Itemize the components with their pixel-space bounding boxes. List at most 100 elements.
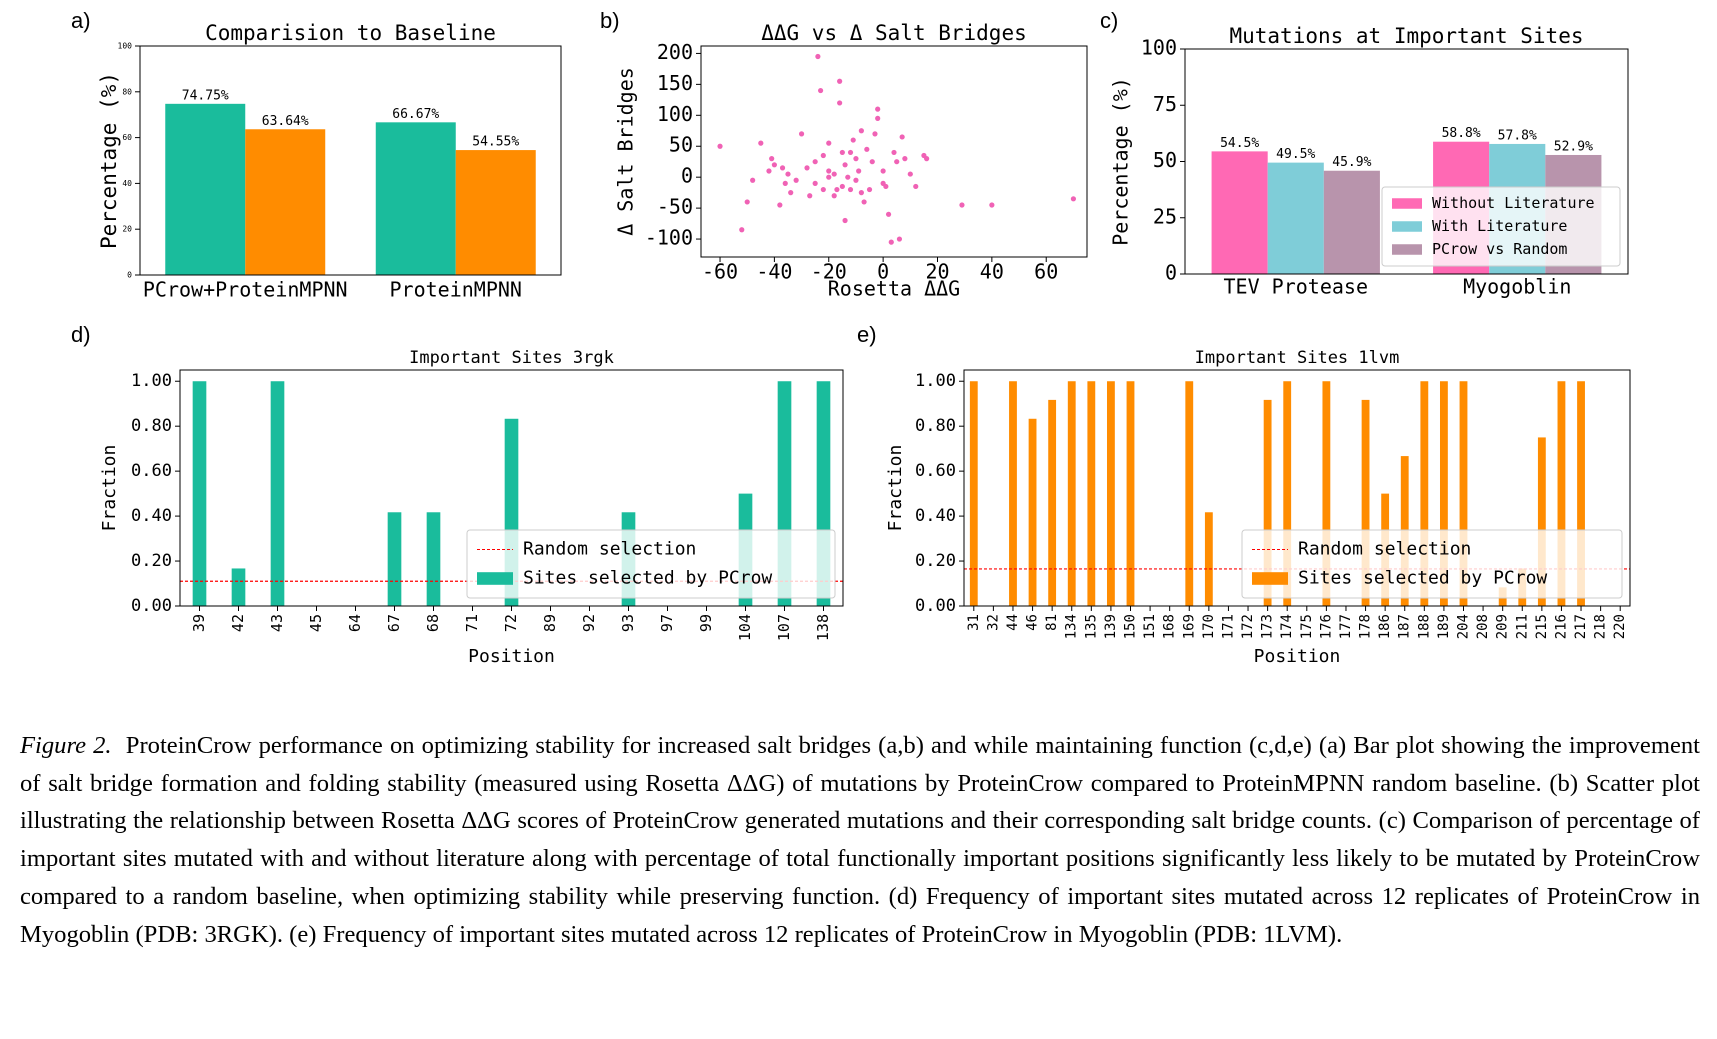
bar — [165, 103, 246, 275]
x-tick-label: 39 — [190, 614, 208, 632]
y-tick-label: 0.00 — [131, 596, 172, 616]
point — [869, 159, 875, 165]
y-tick-label: 80 — [122, 87, 132, 96]
point — [883, 183, 889, 190]
x-tick-label: -60 — [702, 260, 738, 284]
x-tick-label: 187 — [1397, 614, 1413, 639]
bar — [1126, 381, 1135, 606]
caption-label: Figure 2. — [20, 732, 112, 759]
x-tick-label: -20 — [811, 260, 847, 284]
bar — [1557, 381, 1566, 606]
point — [1070, 196, 1077, 202]
point — [899, 134, 905, 140]
y-tick-label: 0.80 — [915, 416, 956, 436]
x-tick-label: 107 — [775, 614, 793, 641]
x-tick-label: 43 — [268, 614, 286, 632]
point — [820, 152, 826, 159]
point — [826, 174, 832, 180]
point — [782, 180, 788, 186]
bar — [387, 512, 402, 606]
bar — [1028, 418, 1037, 606]
x-tick-label: 215 — [1534, 614, 1550, 639]
bar — [1361, 399, 1370, 606]
point — [896, 236, 903, 242]
plot-frame — [179, 369, 844, 607]
y-tick-label: 1.00 — [131, 371, 172, 391]
point — [750, 177, 756, 183]
point — [717, 143, 723, 149]
bar — [192, 381, 207, 606]
x-tick-label: 60 — [1034, 260, 1058, 284]
point — [885, 211, 892, 217]
point — [847, 186, 854, 193]
legend-swatch — [1392, 198, 1422, 209]
point — [850, 137, 856, 143]
x-tick-label: -40 — [756, 260, 792, 284]
figure: a) Comparision to Baseline Percentage (%) 0… — [71, 8, 1631, 667]
bar — [1267, 162, 1324, 274]
x-tick-label: 104 — [736, 614, 754, 641]
point — [834, 186, 840, 193]
value-label: 45.9% — [1332, 155, 1371, 170]
x-tick-label: 134 — [1064, 614, 1080, 639]
x-tick-label: 218 — [1593, 614, 1609, 639]
x-tick-label: 216 — [1553, 614, 1569, 639]
x-tick-label: ProteinMPNN — [390, 278, 522, 302]
x-tick-label: TEV Protease — [1224, 275, 1369, 299]
point — [902, 156, 908, 162]
x-tick-label: 81 — [1044, 614, 1060, 631]
x-tick-label: 150 — [1123, 614, 1139, 639]
point — [853, 177, 859, 183]
point — [861, 199, 867, 205]
point — [758, 140, 764, 146]
chart-title: Important Sites 1lvm — [1195, 348, 1400, 368]
point — [804, 165, 810, 171]
point — [739, 227, 745, 233]
panel-label: d) — [71, 322, 91, 347]
point — [788, 190, 794, 196]
bar — [1322, 381, 1331, 606]
x-tick-label: 92 — [580, 614, 598, 632]
x-axis-label: Position — [468, 646, 555, 667]
legend-label: PCrow vs Random — [1432, 240, 1567, 258]
value-label: 66.67% — [392, 107, 439, 122]
point — [831, 171, 837, 177]
y-tick-label: 100 — [657, 102, 693, 126]
bar — [1009, 381, 1017, 606]
legend-box — [1241, 529, 1623, 599]
point — [924, 156, 930, 162]
x-tick-label: 32 — [985, 614, 1001, 631]
value-label: 52.9% — [1554, 139, 1593, 154]
x-tick-label: 211 — [1514, 614, 1530, 639]
x-tick-label: 178 — [1358, 614, 1374, 639]
bar — [1420, 381, 1429, 606]
point — [959, 202, 965, 208]
x-tick-label: 186 — [1377, 614, 1393, 639]
bar — [1323, 170, 1380, 274]
point — [894, 159, 900, 165]
x-tick-label: 46 — [1025, 614, 1041, 631]
y-tick-label: 0.00 — [915, 596, 956, 616]
point — [839, 149, 845, 156]
x-tick-label: 20 — [925, 260, 949, 284]
point — [820, 186, 826, 193]
legend: Random selection Sites selected by PCrow — [1241, 529, 1623, 599]
legend: Random selection Sites selected by PCrow — [466, 529, 836, 599]
point — [913, 183, 919, 190]
x-axis-label: Position — [1254, 646, 1341, 667]
y-tick-label: 0.20 — [131, 551, 172, 571]
x-tick-label: 93 — [619, 614, 637, 632]
bar — [231, 568, 246, 606]
point — [812, 159, 818, 165]
x-tick-label: Myogoblin — [1463, 275, 1571, 299]
x-tick-label: 68 — [424, 614, 442, 632]
bar — [969, 381, 978, 606]
x-tick-label: 45 — [307, 614, 325, 632]
y-tick-label: 200 — [657, 40, 693, 64]
point — [856, 168, 862, 174]
value-label: 57.8% — [1498, 128, 1537, 143]
x-tick-label: 71 — [463, 614, 481, 632]
x-tick-label: 139 — [1103, 614, 1119, 639]
legend-label: Without Literature — [1432, 194, 1595, 212]
